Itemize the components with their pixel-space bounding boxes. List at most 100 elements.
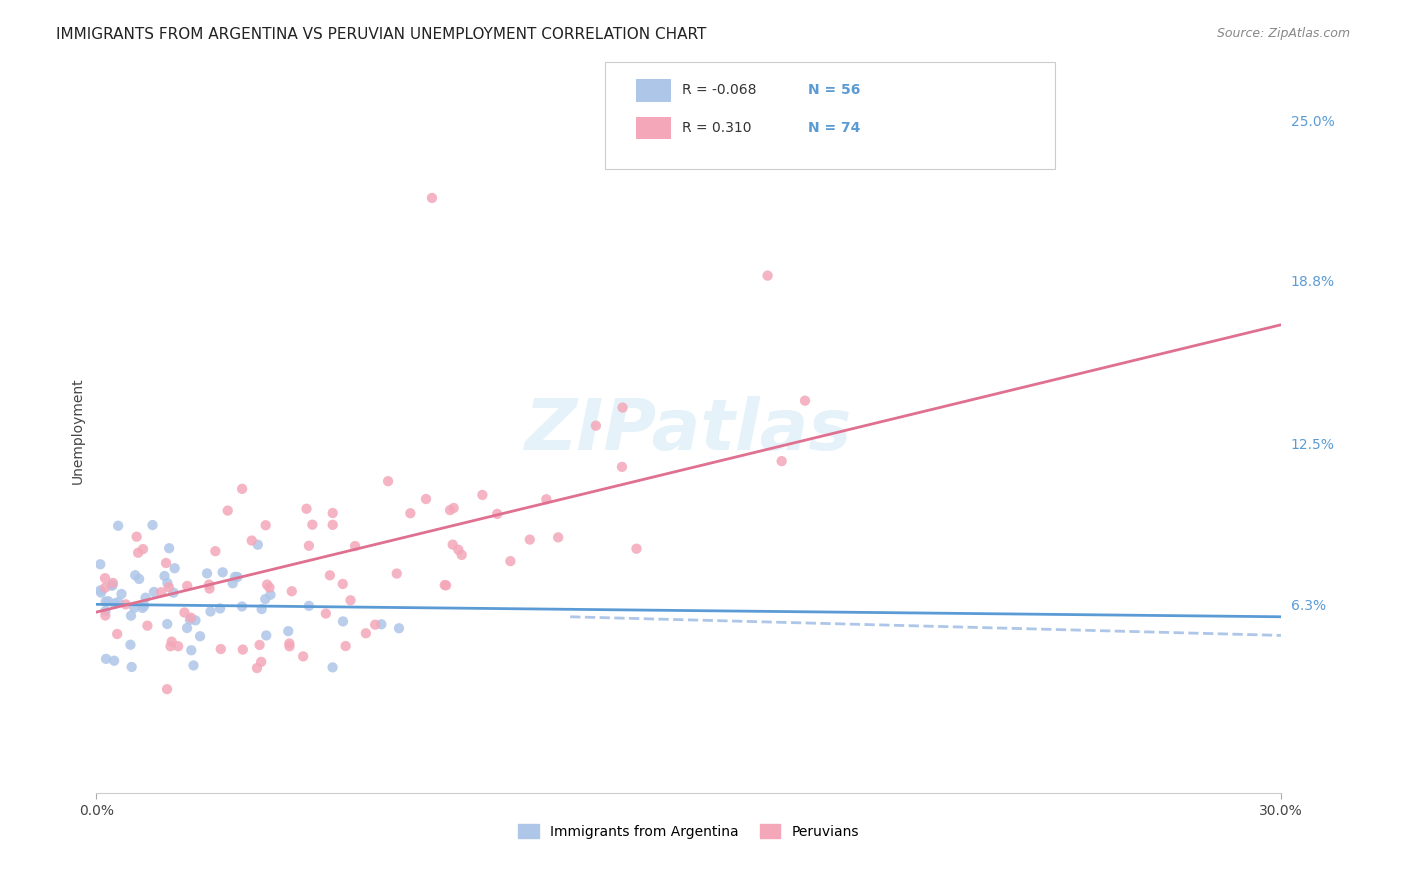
Point	[94, 571, 117, 585]
Point	[107, 518, 129, 533]
Point	[298, 599, 321, 613]
Point	[100, 578, 122, 592]
Legend: Immigrants from Argentina, Peruvians: Immigrants from Argentina, Peruvians	[513, 819, 865, 845]
Point	[441, 538, 464, 552]
Point	[222, 576, 245, 591]
Point	[124, 568, 146, 582]
Point	[388, 621, 411, 635]
Text: R = 0.310: R = 0.310	[682, 120, 751, 135]
Point	[183, 658, 205, 673]
Point	[301, 517, 323, 532]
Point	[94, 604, 117, 618]
Point	[167, 640, 190, 654]
Point	[443, 500, 465, 515]
Point	[610, 459, 633, 474]
Point	[162, 585, 184, 599]
Point	[385, 566, 408, 581]
Point	[332, 577, 354, 591]
Point	[104, 597, 127, 611]
Point	[249, 638, 271, 652]
Point	[153, 569, 176, 583]
Point	[278, 640, 301, 654]
Point	[120, 608, 142, 623]
Point	[259, 581, 281, 595]
Point	[434, 578, 457, 592]
Point	[188, 629, 211, 643]
Point	[259, 588, 281, 602]
Point	[114, 598, 136, 612]
Point	[335, 639, 357, 653]
Point	[176, 579, 198, 593]
Point	[277, 624, 299, 639]
Point	[159, 640, 181, 654]
Point	[105, 627, 128, 641]
Text: N = 56: N = 56	[808, 83, 860, 97]
Point	[256, 577, 278, 591]
Point	[127, 546, 149, 560]
Point	[240, 533, 263, 548]
Point	[156, 576, 179, 591]
Point	[399, 506, 422, 520]
Point	[231, 482, 253, 496]
Point	[121, 660, 143, 674]
Point	[447, 542, 470, 557]
Point	[295, 501, 318, 516]
Point	[155, 556, 177, 570]
Point	[322, 660, 344, 674]
Point	[211, 566, 233, 580]
Point	[160, 634, 183, 648]
Point	[232, 642, 254, 657]
Point	[770, 454, 793, 468]
Point	[281, 584, 304, 599]
Point	[292, 649, 315, 664]
Point	[97, 594, 120, 608]
Point	[471, 488, 494, 502]
Text: ZIPatlas: ZIPatlas	[524, 396, 852, 466]
Point	[180, 610, 202, 624]
Point	[180, 643, 202, 657]
Point	[217, 503, 239, 517]
Point	[198, 582, 221, 596]
Point	[231, 599, 253, 614]
Point	[626, 541, 648, 556]
Point	[370, 617, 392, 632]
Point	[156, 682, 179, 697]
Point	[332, 615, 354, 629]
Point	[450, 548, 472, 562]
Point	[198, 577, 221, 591]
Point	[150, 585, 173, 599]
Point	[90, 585, 112, 599]
Point	[433, 578, 456, 592]
Point	[103, 654, 125, 668]
Point	[195, 566, 218, 581]
Point	[254, 592, 277, 607]
Point	[612, 401, 634, 415]
Point	[315, 607, 337, 621]
Point	[250, 655, 273, 669]
Point	[364, 617, 387, 632]
Point	[184, 613, 207, 627]
Point	[204, 544, 226, 558]
Point	[322, 506, 344, 520]
Point	[585, 418, 607, 433]
Point	[298, 539, 321, 553]
Point	[136, 618, 159, 632]
Point	[120, 638, 142, 652]
Point	[135, 591, 157, 605]
Point	[420, 191, 443, 205]
Point	[173, 606, 195, 620]
Point	[89, 558, 111, 572]
Point	[354, 626, 377, 640]
Text: R = -0.068: R = -0.068	[682, 83, 756, 97]
Point	[89, 583, 111, 598]
Point	[142, 585, 165, 599]
Point	[94, 608, 117, 623]
Point	[179, 613, 201, 627]
Point	[101, 578, 124, 592]
Point	[794, 393, 817, 408]
Point	[250, 602, 273, 616]
Point	[439, 503, 461, 517]
Point	[124, 600, 146, 615]
Point	[209, 601, 232, 615]
Point	[101, 576, 124, 591]
